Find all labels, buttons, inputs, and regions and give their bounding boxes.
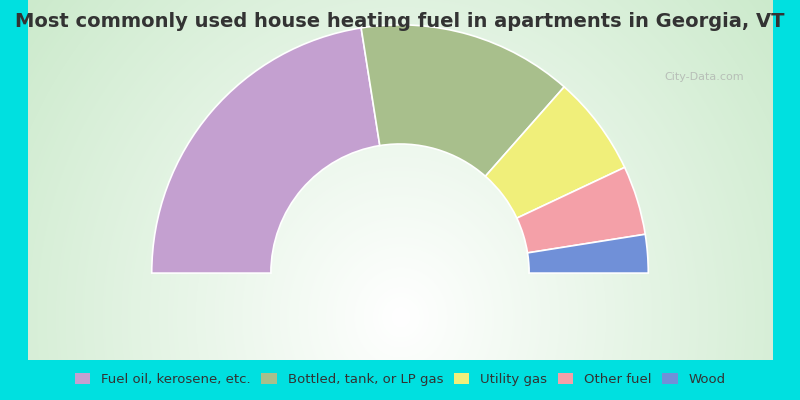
- Text: City-Data.com: City-Data.com: [664, 72, 744, 82]
- Wedge shape: [527, 234, 648, 273]
- Wedge shape: [361, 25, 564, 176]
- Text: Most commonly used house heating fuel in apartments in Georgia, VT: Most commonly used house heating fuel in…: [15, 12, 785, 31]
- Wedge shape: [517, 167, 646, 253]
- Wedge shape: [486, 87, 625, 218]
- Wedge shape: [152, 28, 380, 273]
- Legend: Fuel oil, kerosene, etc., Bottled, tank, or LP gas, Utility gas, Other fuel, Woo: Fuel oil, kerosene, etc., Bottled, tank,…: [70, 368, 730, 392]
